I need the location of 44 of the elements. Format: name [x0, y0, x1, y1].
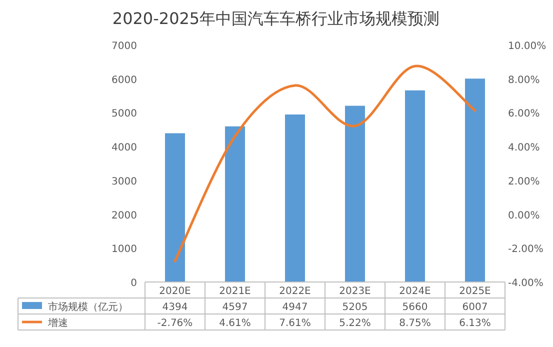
y-tick-label: 7000: [112, 41, 137, 52]
bar: [405, 90, 425, 282]
data-label: 6.13%: [459, 318, 491, 329]
data-label: 4947: [282, 302, 308, 313]
y2-tick-label: 4.00%: [508, 142, 540, 154]
y2-tick-label: -2.00%: [508, 244, 544, 256]
y2-tick-label: 2.00%: [508, 176, 540, 188]
data-label: 7.61%: [279, 318, 311, 329]
bar: [165, 133, 185, 282]
data-label: 6007: [462, 302, 488, 313]
data-label: 5660: [402, 302, 428, 313]
legend-label: 增速: [47, 317, 68, 329]
bar: [465, 78, 485, 282]
data-label: 4.61%: [219, 318, 251, 329]
x-tick-label: 2021E: [219, 286, 251, 297]
data-label: 5.22%: [339, 318, 371, 329]
bar: [345, 106, 365, 282]
y2-tick-label: -4.00%: [508, 278, 544, 289]
y-tick-label: 2000: [112, 210, 137, 222]
y-tick-label: 0: [130, 278, 137, 289]
y-tick-label: 1000: [112, 244, 137, 256]
data-label: 8.75%: [399, 318, 431, 329]
line-series: [174, 64, 476, 262]
y-tick-label: 4000: [112, 142, 137, 154]
y-tick-label: 6000: [112, 74, 137, 86]
bar: [285, 114, 305, 282]
x-tick-label: 2023E: [339, 286, 371, 297]
legend-label: 市场规模（亿元）: [48, 301, 128, 313]
x-tick-label: 2020E: [159, 286, 191, 297]
data-label: 4597: [222, 302, 248, 313]
y2-tick-label: 0.00%: [508, 210, 540, 222]
x-tick-label: 2025E: [459, 286, 491, 297]
data-label: 5205: [342, 302, 368, 313]
y2-tick-label: 10.00%: [508, 41, 546, 52]
bar: [225, 126, 245, 282]
y-tick-label: 3000: [112, 176, 137, 188]
data-label: 4394: [162, 302, 188, 313]
data-label: -2.76%: [157, 318, 193, 329]
x-tick-label: 2022E: [279, 286, 311, 297]
x-tick-label: 2024E: [399, 286, 431, 297]
y-tick-label: 5000: [112, 108, 137, 120]
chart-title: 2020-2025年中国汽车车桥行业市场规模预测: [112, 9, 440, 28]
y2-tick-label: 8.00%: [508, 74, 540, 86]
y2-tick-label: 6.00%: [508, 108, 540, 120]
